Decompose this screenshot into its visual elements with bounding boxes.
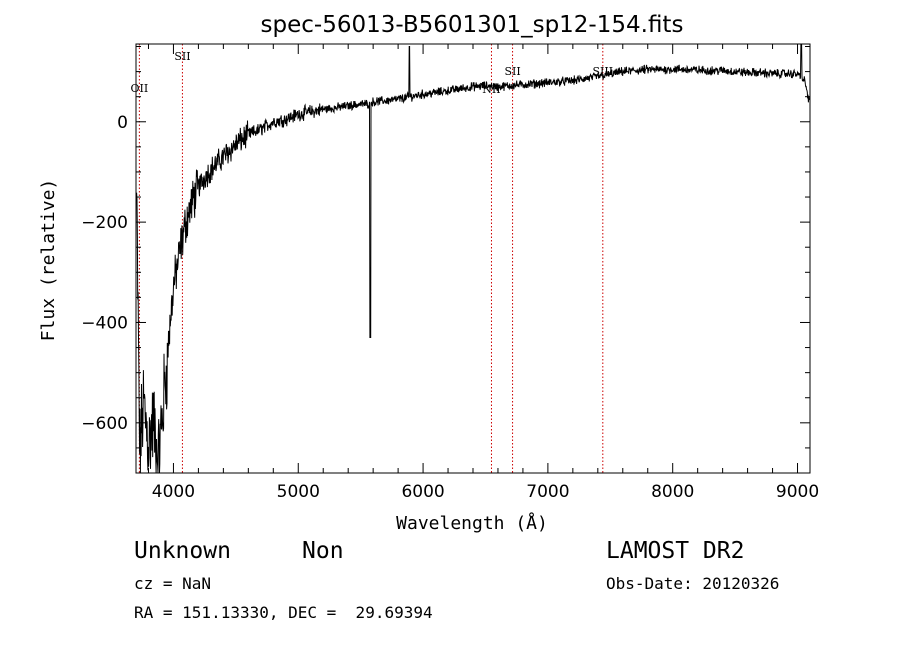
x-tick-label: 4000: [152, 482, 195, 502]
emission-line-label: SII: [174, 50, 190, 63]
redshift-label: cz = NaN: [134, 574, 212, 593]
axes: 4000 5000 6000 7000 8000 9000 −600 −400 −200 0: [81, 43, 819, 502]
x-tick-label: 9000: [776, 482, 819, 502]
obs-date-label: Obs-Date: 20120326: [606, 574, 780, 593]
x-tick-label: 6000: [401, 482, 444, 502]
y-axis-label: Flux (relative): [38, 179, 59, 342]
x-tick-label: 5000: [277, 482, 320, 502]
x-tick-label: 8000: [651, 482, 694, 502]
survey-label: LAMOST DR2: [606, 538, 745, 564]
emission-line-label: SII: [504, 65, 520, 78]
y-tick-label: −400: [81, 313, 128, 333]
chart-title: spec-56013-B5601301_sp12-154.fits: [261, 12, 684, 38]
spectrum-line: [136, 43, 810, 474]
spectrum: [136, 43, 810, 474]
y-tick-label: 0: [117, 113, 128, 133]
y-tick-label: −600: [81, 414, 128, 434]
coordinates-label: RA = 151.13330, DEC = 29.69394: [134, 603, 433, 622]
object-subclass: Non: [302, 538, 344, 564]
x-axis-label: Wavelength (Å): [396, 512, 548, 534]
emission-line-label: OII: [131, 82, 149, 95]
plot-frame: [135, 43, 811, 474]
y-tick-label: −200: [81, 213, 128, 233]
object-class: Unknown: [134, 538, 231, 564]
x-tick-label: 7000: [526, 482, 569, 502]
